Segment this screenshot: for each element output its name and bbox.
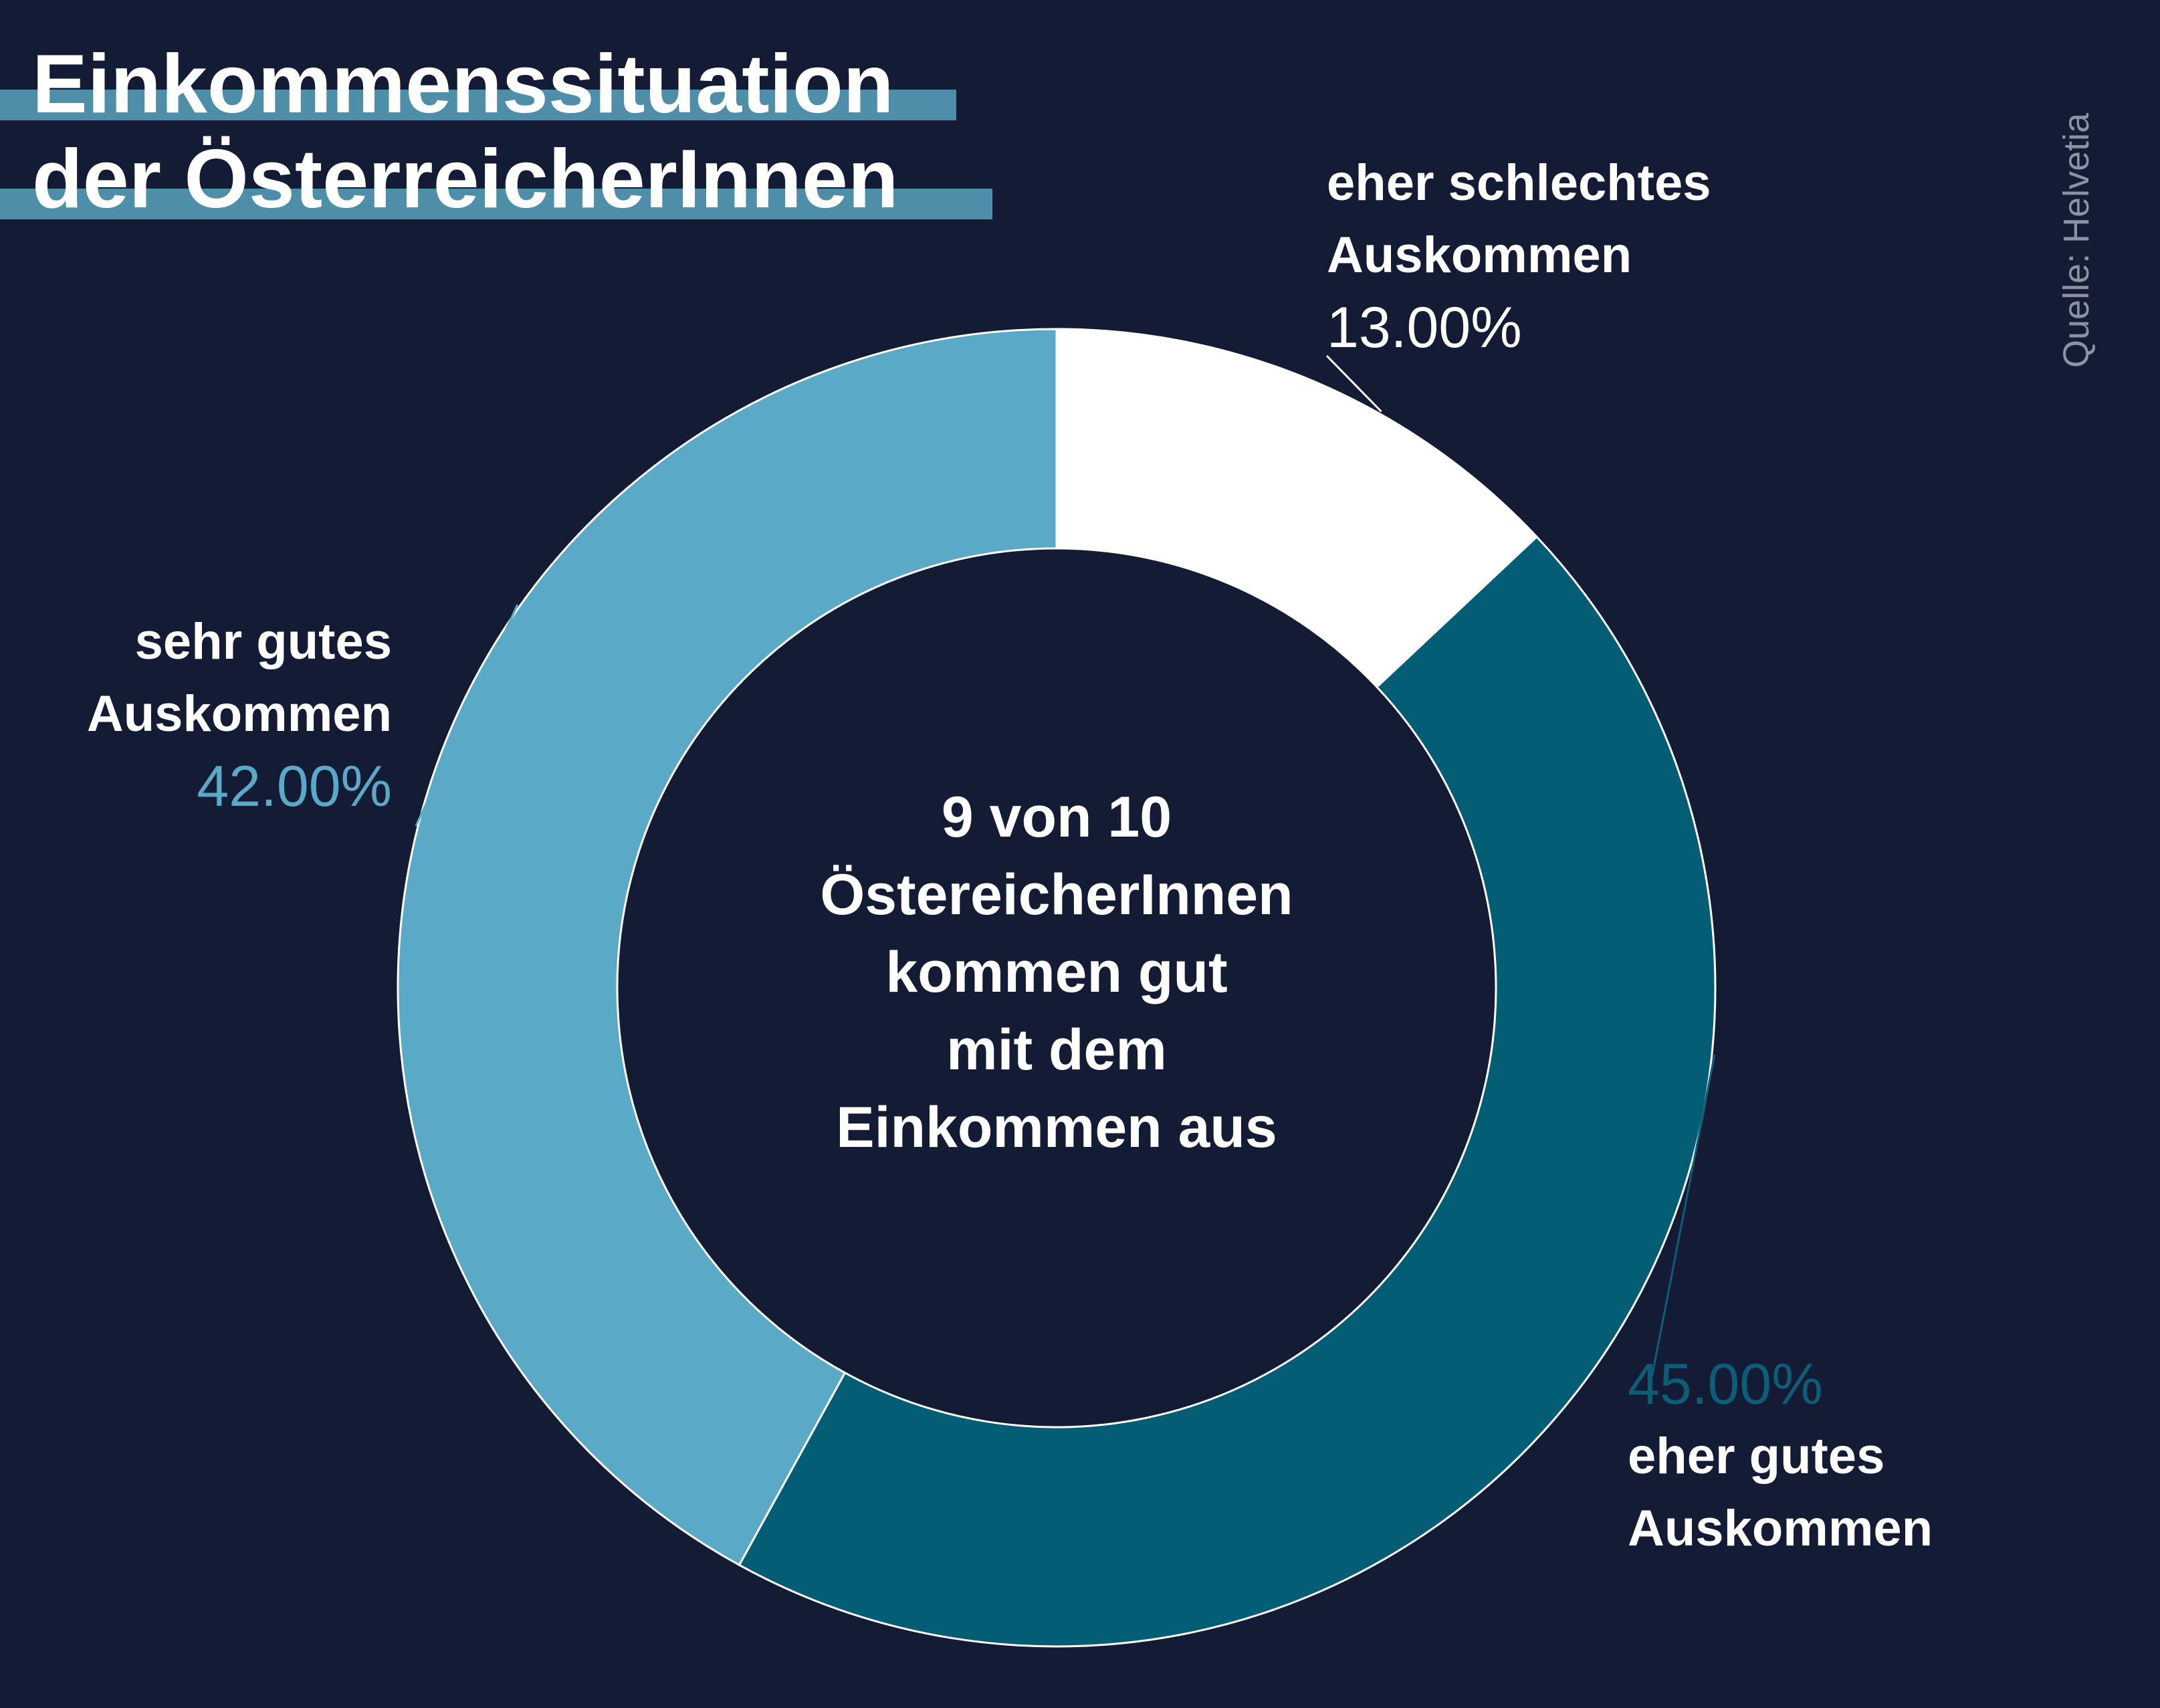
donut-slice-1	[738, 535, 1717, 1648]
center-text-line: Einkommen aus	[836, 1095, 1277, 1160]
center-text-line: kommen gut	[885, 940, 1228, 1004]
source-note: Quelle: Helvetia	[2056, 112, 2096, 368]
slice-label-line: Auskommen	[1628, 1500, 1933, 1557]
slice-label-eher-gutes: 45.00% eher gutes Auskommen	[1628, 1348, 1933, 1565]
leader-line-1	[1650, 1054, 1716, 1378]
title-underline-2	[0, 189, 992, 219]
slice-label-line: Auskommen	[86, 685, 392, 742]
slice-label-line: Auskommen	[1327, 227, 1632, 284]
leader-line-2	[415, 604, 519, 827]
donut-slice-2	[397, 328, 1058, 1567]
chart-title-line-2: der ÖsterreicherInnen	[32, 133, 899, 225]
title-underline-1	[0, 90, 956, 120]
slice-label-line: sehr gutes	[134, 613, 392, 670]
donut-slice-0	[1055, 328, 1539, 689]
slice-label-sehr-gutes: sehr gutes Auskommen 42.00%	[0, 606, 392, 823]
slice-value-label: 13.00%	[1327, 296, 1522, 360]
slice-value-label: 42.00%	[197, 754, 392, 819]
center-text-line: ÖstereicherInnen	[820, 863, 1293, 927]
slice-label-line: eher gutes	[1628, 1428, 1885, 1485]
center-text-line: mit dem	[946, 1018, 1167, 1082]
chart-title-line-1: Einkommenssituation	[32, 38, 894, 130]
slice-label-eher-schlechtes: eher schlechtes Auskommen 13.00%	[1327, 147, 1711, 364]
center-text-line: 9 von 10	[941, 785, 1172, 849]
center-annotation: 9 von 10 ÖstereicherInnen kommen gut mit…	[789, 778, 1324, 1166]
leader-line-0	[1325, 354, 1382, 413]
slice-label-line: eher schlechtes	[1327, 154, 1711, 211]
slice-value-label: 45.00%	[1628, 1352, 1823, 1416]
